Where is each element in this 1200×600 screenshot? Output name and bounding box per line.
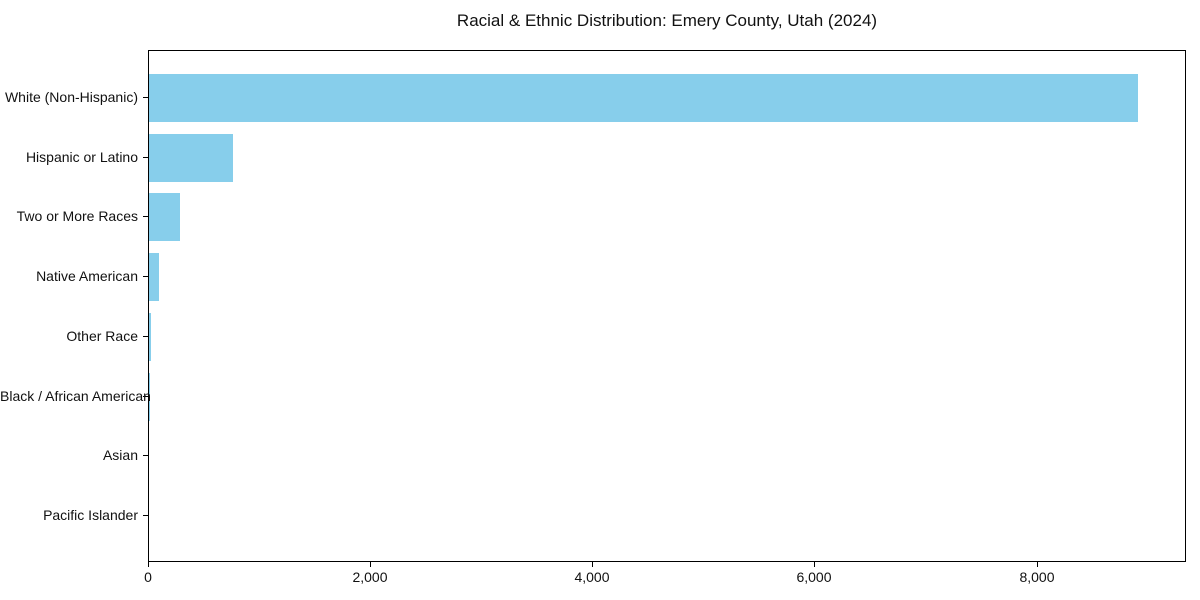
y-tick-mark [143,515,148,516]
x-tick-mark [370,562,371,567]
x-tick-mark [592,562,593,567]
y-tick-mark [143,336,148,337]
bar-hispanic-or-latino [149,134,233,182]
y-tick-mark [143,276,148,277]
y-tick-mark [143,157,148,158]
x-tick-label-8000: 8,000 [1019,569,1055,585]
y-tick-label-pacific-islander: Pacific Islander [43,507,138,523]
bar-other-race [149,313,151,361]
x-tick-mark [1037,562,1038,567]
bar-native-american [149,253,159,301]
y-tick-label-asian: Asian [102,447,138,463]
y-tick-label-white-non-hispanic: White (Non-Hispanic) [4,89,138,105]
bar-two-or-more-races [149,193,180,241]
x-tick-mark [148,562,149,567]
y-tick-mark [143,97,148,98]
x-tick-mark [814,562,815,567]
y-tick-label-black-african-american: Black / African American [0,388,151,404]
y-tick-mark [143,216,148,217]
x-tick-label-2000: 2,000 [352,569,388,585]
y-tick-label-other-race: Other Race [66,328,138,344]
x-tick-label-0: 0 [144,569,152,585]
y-tick-mark [143,396,148,397]
plot-area [148,50,1186,562]
y-tick-label-two-or-more-races: Two or More Races [16,208,138,224]
x-tick-label-4000: 4,000 [574,569,610,585]
chart-title: Racial & Ethnic Distribution: Emery Coun… [456,11,878,30]
y-tick-label-native-american: Native American [36,268,138,284]
bar-black-african-american [149,373,150,421]
y-tick-label-hispanic-or-latino: Hispanic or Latino [25,149,138,165]
y-tick-mark [143,455,148,456]
x-tick-label-6000: 6,000 [796,569,832,585]
bar-white-non-hispanic [149,74,1138,122]
